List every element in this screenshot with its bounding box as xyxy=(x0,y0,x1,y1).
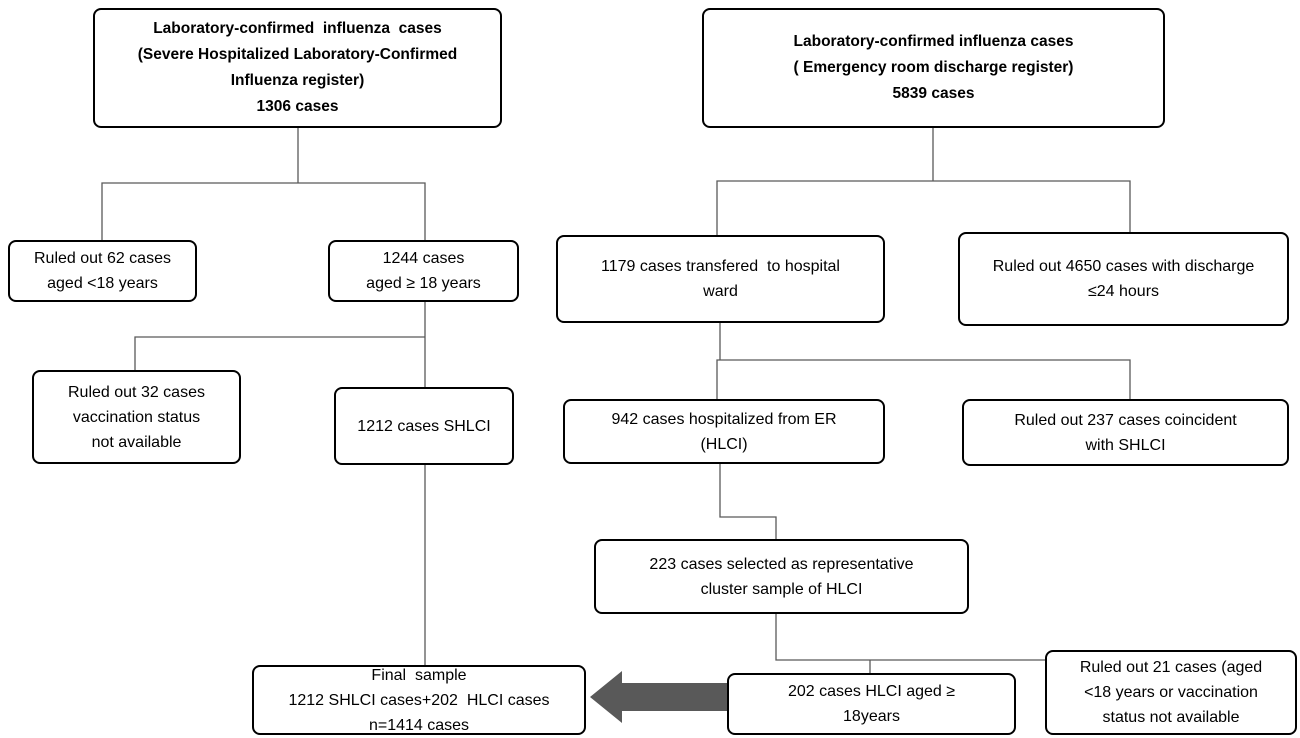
flow-box: 202 cases HLCI aged ≥ 18years xyxy=(727,673,1016,735)
flow-box: Final sample 1212 SHLCI cases+202 HLCI ca… xyxy=(252,665,586,735)
box-text: <18 years or vaccination xyxy=(1084,684,1258,701)
flow-box: Ruled out 237 cases coincident with SHLCI xyxy=(962,399,1289,466)
box-text: Laboratory-confirmed influenza cases xyxy=(153,20,442,37)
box-text: vaccination status xyxy=(72,408,201,426)
box-text: 1212 cases SHLCI xyxy=(357,417,491,435)
box-text: n=1414 cases xyxy=(368,716,470,734)
box-text: not available xyxy=(91,433,182,451)
flow-box: 223 cases selected as representative clus… xyxy=(594,539,969,614)
flow-box: 1212 cases SHLCI xyxy=(334,387,514,465)
box-text: Ruled out 21 cases (aged xyxy=(1079,659,1263,676)
box-text: Ruled out 4650 cases with discharge xyxy=(992,258,1255,275)
box-text: 1179 cases transfered to hospital xyxy=(601,258,840,275)
flow-box: 1244 cases aged ≥ 18 years xyxy=(328,240,519,302)
flow-box: Ruled out 4650 cases with discharge ≤24 h… xyxy=(958,232,1289,326)
box-text: (HLCI) xyxy=(700,435,748,453)
box-text: Ruled out 237 cases coincident xyxy=(1014,411,1237,429)
box-text: 1244 cases xyxy=(382,250,465,267)
box-text: ≤24 hours xyxy=(1087,283,1160,300)
box-text: 223 cases selected as representative xyxy=(649,555,914,573)
box-text: 942 cases hospitalized from ER xyxy=(611,410,837,428)
flow-box: Ruled out 32 cases vaccination status not … xyxy=(32,370,241,464)
box-text: cluster sample of HLCI xyxy=(700,580,863,598)
connector xyxy=(101,182,426,240)
connector xyxy=(716,180,1131,235)
box-text: 5839 cases xyxy=(892,85,975,102)
box-text: Influenza register) xyxy=(230,72,365,89)
box-text: ( Emergency room discharge register) xyxy=(793,59,1074,76)
box-text: 18years xyxy=(843,708,900,725)
box-text: Ruled out 32 cases xyxy=(68,383,205,401)
box-text: 1306 cases xyxy=(256,98,339,115)
flow-box: 942 cases hospitalized from ER (HLCI) xyxy=(563,399,885,464)
flow-box: Ruled out 21 cases (aged <18 years or vac… xyxy=(1045,650,1297,735)
arrow xyxy=(590,671,727,723)
box-text: Final sample xyxy=(371,666,467,684)
connector xyxy=(716,359,1131,399)
connector xyxy=(134,336,425,370)
box-text: with SHLCI xyxy=(1085,436,1166,454)
connector xyxy=(719,464,777,539)
box-text: (Severe Hospitalized Laboratory-Confirme… xyxy=(137,46,458,63)
flow-box: 1179 cases transfered to hospital ward xyxy=(556,235,885,323)
box-text: status not available xyxy=(1102,709,1240,726)
flow-box: Laboratory-confirmed influenza cases (Sev… xyxy=(93,8,502,128)
box-text: Laboratory-confirmed influenza cases xyxy=(793,33,1074,50)
box-text: 202 cases HLCI aged ≥ xyxy=(787,683,956,700)
flow-box: Laboratory-confirmed influenza cases ( Em… xyxy=(702,8,1165,128)
box-text: aged <18 years xyxy=(47,275,158,292)
box-text: Ruled out 62 cases xyxy=(34,250,171,267)
box-text: aged ≥ 18 years xyxy=(366,275,481,292)
flow-box: Ruled out 62 cases aged <18 years xyxy=(8,240,197,302)
box-text: 1212 SHLCI cases+202 HLCI cases xyxy=(288,691,550,709)
box-text: ward xyxy=(703,283,738,300)
